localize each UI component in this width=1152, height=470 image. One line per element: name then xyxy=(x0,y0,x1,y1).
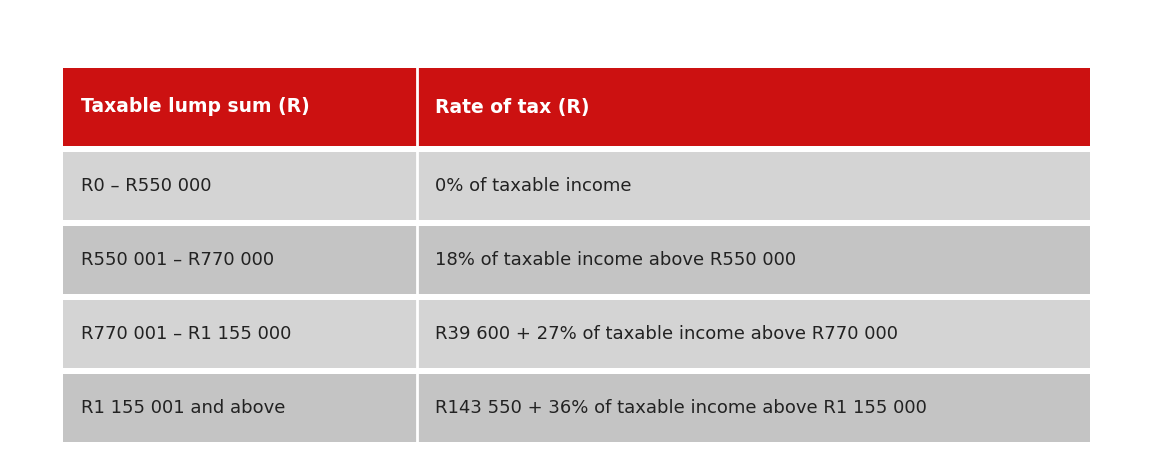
Bar xyxy=(63,374,1090,442)
Bar xyxy=(63,152,1090,220)
Text: Rate of tax (R): Rate of tax (R) xyxy=(435,97,590,117)
Text: R0 – R550 000: R0 – R550 000 xyxy=(81,177,212,195)
Text: R770 001 – R1 155 000: R770 001 – R1 155 000 xyxy=(81,325,291,343)
Text: R1 155 001 and above: R1 155 001 and above xyxy=(81,399,286,417)
Text: Taxable lump sum (R): Taxable lump sum (R) xyxy=(81,97,310,117)
Bar xyxy=(63,226,1090,294)
Text: 0% of taxable income: 0% of taxable income xyxy=(435,177,631,195)
Bar xyxy=(63,300,1090,368)
Text: 18% of taxable income above R550 000: 18% of taxable income above R550 000 xyxy=(435,251,796,269)
Text: R550 001 – R770 000: R550 001 – R770 000 xyxy=(81,251,274,269)
Bar xyxy=(63,68,1090,146)
Text: R143 550 + 36% of taxable income above R1 155 000: R143 550 + 36% of taxable income above R… xyxy=(435,399,927,417)
Text: R39 600 + 27% of taxable income above R770 000: R39 600 + 27% of taxable income above R7… xyxy=(435,325,899,343)
